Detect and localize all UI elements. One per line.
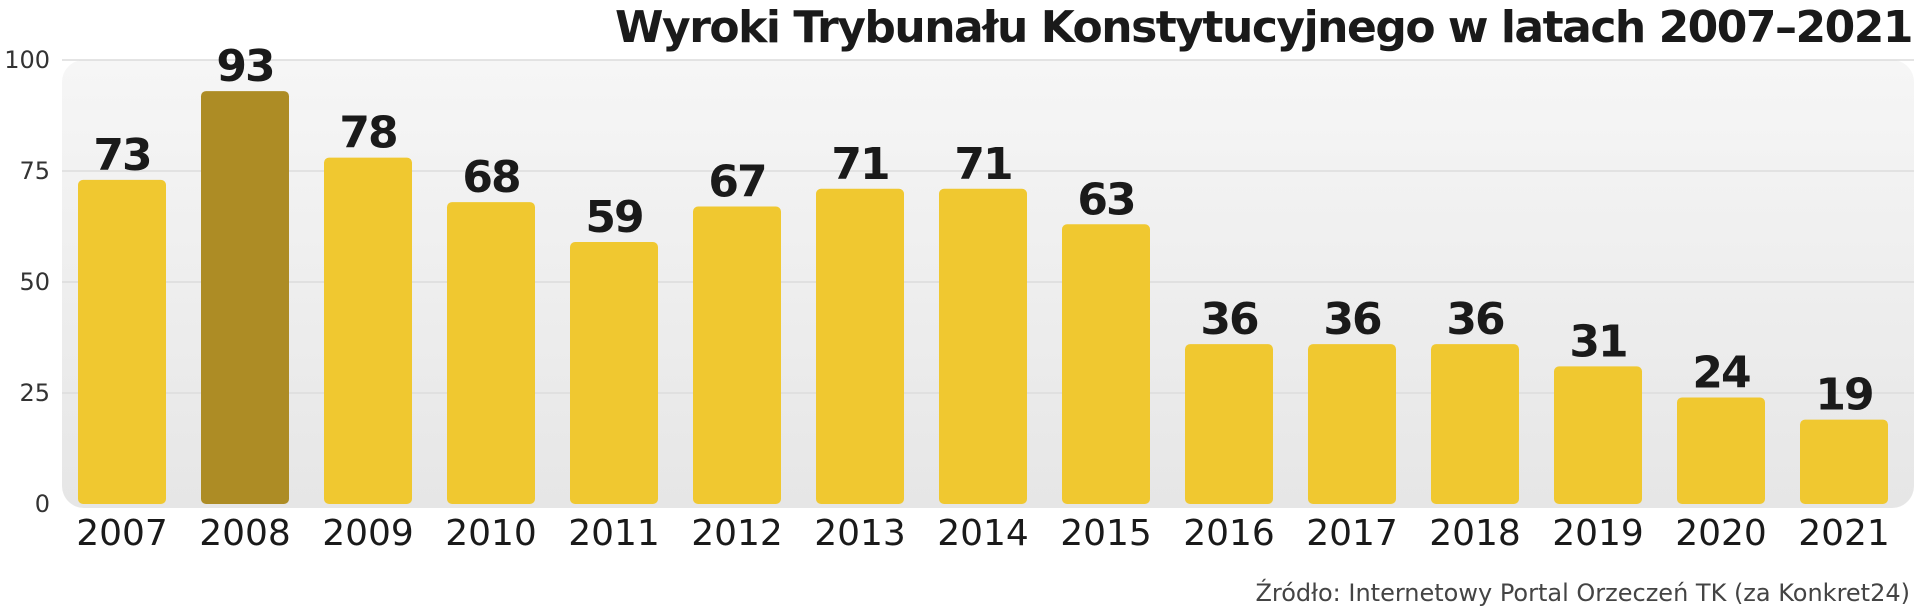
- bar-2017: [1308, 344, 1396, 504]
- bar-2021: [1800, 419, 1888, 504]
- bar-2015: [1062, 224, 1150, 504]
- value-label-2020: 24: [1692, 347, 1750, 398]
- value-label-2019: 31: [1569, 316, 1626, 367]
- x-tick-label-2010: 2010: [445, 513, 537, 554]
- value-label-2017: 36: [1323, 294, 1381, 345]
- y-tick-label: 75: [19, 157, 50, 185]
- x-tick-label-2007: 2007: [76, 513, 168, 554]
- value-label-2014: 71: [954, 139, 1011, 190]
- x-tick-label-2019: 2019: [1552, 513, 1644, 554]
- bar-2014: [939, 188, 1027, 504]
- value-label-2015: 63: [1077, 174, 1134, 225]
- x-tick-label-2008: 2008: [199, 513, 291, 554]
- value-label-2009: 78: [339, 108, 396, 159]
- x-tick-label-2015: 2015: [1060, 513, 1152, 554]
- value-label-2016: 36: [1200, 294, 1258, 345]
- value-label-2021: 19: [1815, 370, 1872, 421]
- value-label-2010: 68: [462, 152, 519, 203]
- x-tick-label-2012: 2012: [691, 513, 783, 554]
- x-tick-label-2014: 2014: [937, 513, 1029, 554]
- value-label-2012: 67: [708, 157, 765, 208]
- chart-title: Wyroki Trybunału Konstytucyjnego w latac…: [615, 2, 1913, 53]
- y-tick-label: 50: [19, 268, 50, 296]
- x-tick-label-2021: 2021: [1798, 513, 1890, 554]
- x-tick-label-2013: 2013: [814, 513, 906, 554]
- bar-2018: [1431, 344, 1519, 504]
- value-label-2011: 59: [585, 192, 642, 243]
- bar-2008: [201, 91, 289, 504]
- bar-2020: [1677, 397, 1765, 504]
- x-tick-label-2017: 2017: [1306, 513, 1398, 554]
- x-tick-label-2020: 2020: [1675, 513, 1767, 554]
- value-label-2008: 93: [216, 41, 273, 92]
- bar-2010: [447, 202, 535, 504]
- x-tick-label-2016: 2016: [1183, 513, 1275, 554]
- x-tick-label-2011: 2011: [568, 513, 660, 554]
- value-label-2018: 36: [1446, 294, 1504, 345]
- y-tick-label: 100: [4, 46, 50, 74]
- source-note: Źródło: Internetowy Portal Orzeczeń TK (…: [1255, 579, 1910, 607]
- bar-2011: [570, 242, 658, 505]
- bar-2007: [78, 179, 166, 504]
- x-tick-label-2009: 2009: [322, 513, 414, 554]
- value-label-2013: 71: [831, 139, 888, 190]
- bar-2009: [324, 157, 412, 504]
- bar-2013: [816, 188, 904, 504]
- x-tick-label-2018: 2018: [1429, 513, 1521, 554]
- value-label-2007: 73: [93, 130, 150, 181]
- y-tick-label: 25: [19, 379, 50, 407]
- y-tick-label: 0: [35, 490, 50, 518]
- bar-2012: [693, 206, 781, 504]
- bar-2019: [1554, 366, 1642, 504]
- bar-2016: [1185, 344, 1273, 504]
